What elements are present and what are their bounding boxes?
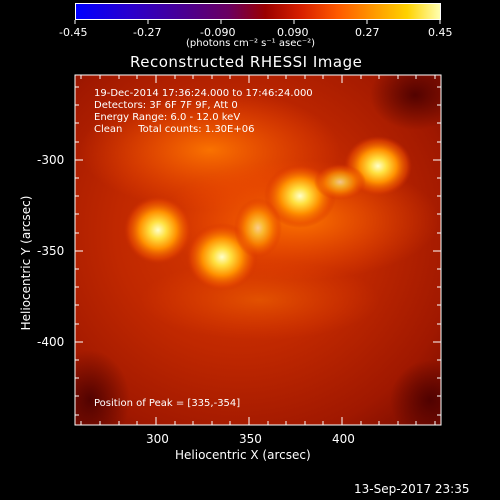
colorbar-ticks (74, 20, 441, 24)
timestamp: 13-Sep-2017 23:35 (354, 482, 470, 496)
x-tick-label: 400 (332, 432, 355, 446)
peak-position: Position of Peak = [335,-354] (94, 398, 241, 409)
colorbar (75, 3, 441, 20)
y-axis-label: Heliocentric Y (arcsec) (19, 195, 33, 331)
info-line: Detectors: 3F 6F 7F 9F, Att 0 (94, 100, 238, 111)
x-tick-label: 300 (146, 432, 169, 446)
colorbar-tick-label: -0.45 (59, 26, 88, 39)
colorbar-tick-label: 0.090 (277, 26, 309, 39)
info-line: Energy Range: 6.0 - 12.0 keV (94, 112, 241, 123)
x-axis-label: Heliocentric X (arcsec) (175, 448, 311, 462)
info-line: Clean Total counts: 1.30E+06 (94, 124, 255, 135)
info-line: 19-Dec-2014 17:36:24.000 to 17:46:24.000 (94, 88, 313, 99)
colorbar-tick-label: -0.090 (200, 26, 236, 39)
colorbar-tick-label: -0.27 (133, 26, 162, 39)
colorbar-unit-label: (photons cm⁻² s⁻¹ asec⁻²) (186, 38, 316, 49)
y-tick-label: -400 (37, 335, 65, 349)
y-tick-label: -300 (37, 153, 65, 167)
x-tick-label: 350 (239, 432, 262, 446)
y-tick-label: -350 (37, 244, 65, 258)
colorbar-tick-label: 0.27 (355, 26, 380, 39)
image-title: Reconstructed RHESSI Image (130, 53, 363, 71)
colorbar-tick-label: 0.45 (428, 26, 453, 39)
